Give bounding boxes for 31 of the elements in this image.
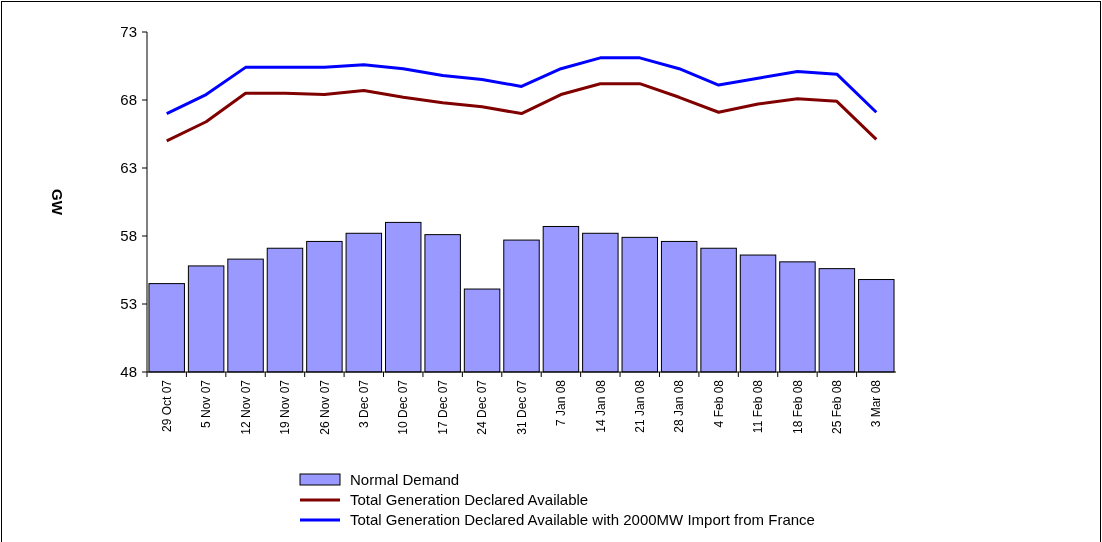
x-tick-label: 4 Feb 08 <box>711 379 726 428</box>
legend-label: Normal Demand <box>350 471 460 489</box>
x-tick-label: 3 Mar 08 <box>869 379 884 428</box>
x-tick-label: 12 Nov 07 <box>238 379 253 435</box>
y-tick-label: 63 <box>120 159 137 177</box>
y-tick-label: 73 <box>120 23 137 41</box>
x-tick-label: 29 Oct 07 <box>159 379 174 433</box>
y-axis-title: GW <box>49 189 66 216</box>
x-tick-label: 21 Jan 08 <box>632 379 647 433</box>
x-tick-label: 19 Nov 07 <box>278 379 293 435</box>
x-tick-label: 18 Feb 08 <box>790 379 805 435</box>
legend-label: Total Generation Declared Available with 2000MW Import from France <box>350 511 815 529</box>
legend-label: Total Generation Declared Available <box>350 491 589 509</box>
y-tick-label: 58 <box>120 227 137 245</box>
y-tick-label: 48 <box>120 363 137 381</box>
x-tick-label: 25 Feb 08 <box>830 379 845 435</box>
x-tick-label: 31 Dec 07 <box>514 379 529 435</box>
x-tick-label: 26 Nov 07 <box>317 379 332 435</box>
x-tick-label: 14 Jan 08 <box>593 379 608 433</box>
line-series <box>165 56 878 116</box>
y-tick-label: 53 <box>120 295 137 313</box>
x-tick-label: 10 Dec 07 <box>396 379 411 435</box>
x-tick-label: 24 Dec 07 <box>475 379 490 435</box>
y-tick-label: 68 <box>120 91 137 109</box>
x-tick-label: 28 Jan 08 <box>672 379 687 433</box>
x-tick-label: 7 Jan 08 <box>554 379 569 427</box>
line-series <box>165 82 878 143</box>
x-tick-label: 5 Nov 07 <box>199 379 214 429</box>
x-tick-label: 17 Dec 07 <box>435 379 450 435</box>
x-tick-label: 3 Dec 07 <box>357 379 372 429</box>
x-tick-label: 11 Feb 08 <box>751 379 766 434</box>
